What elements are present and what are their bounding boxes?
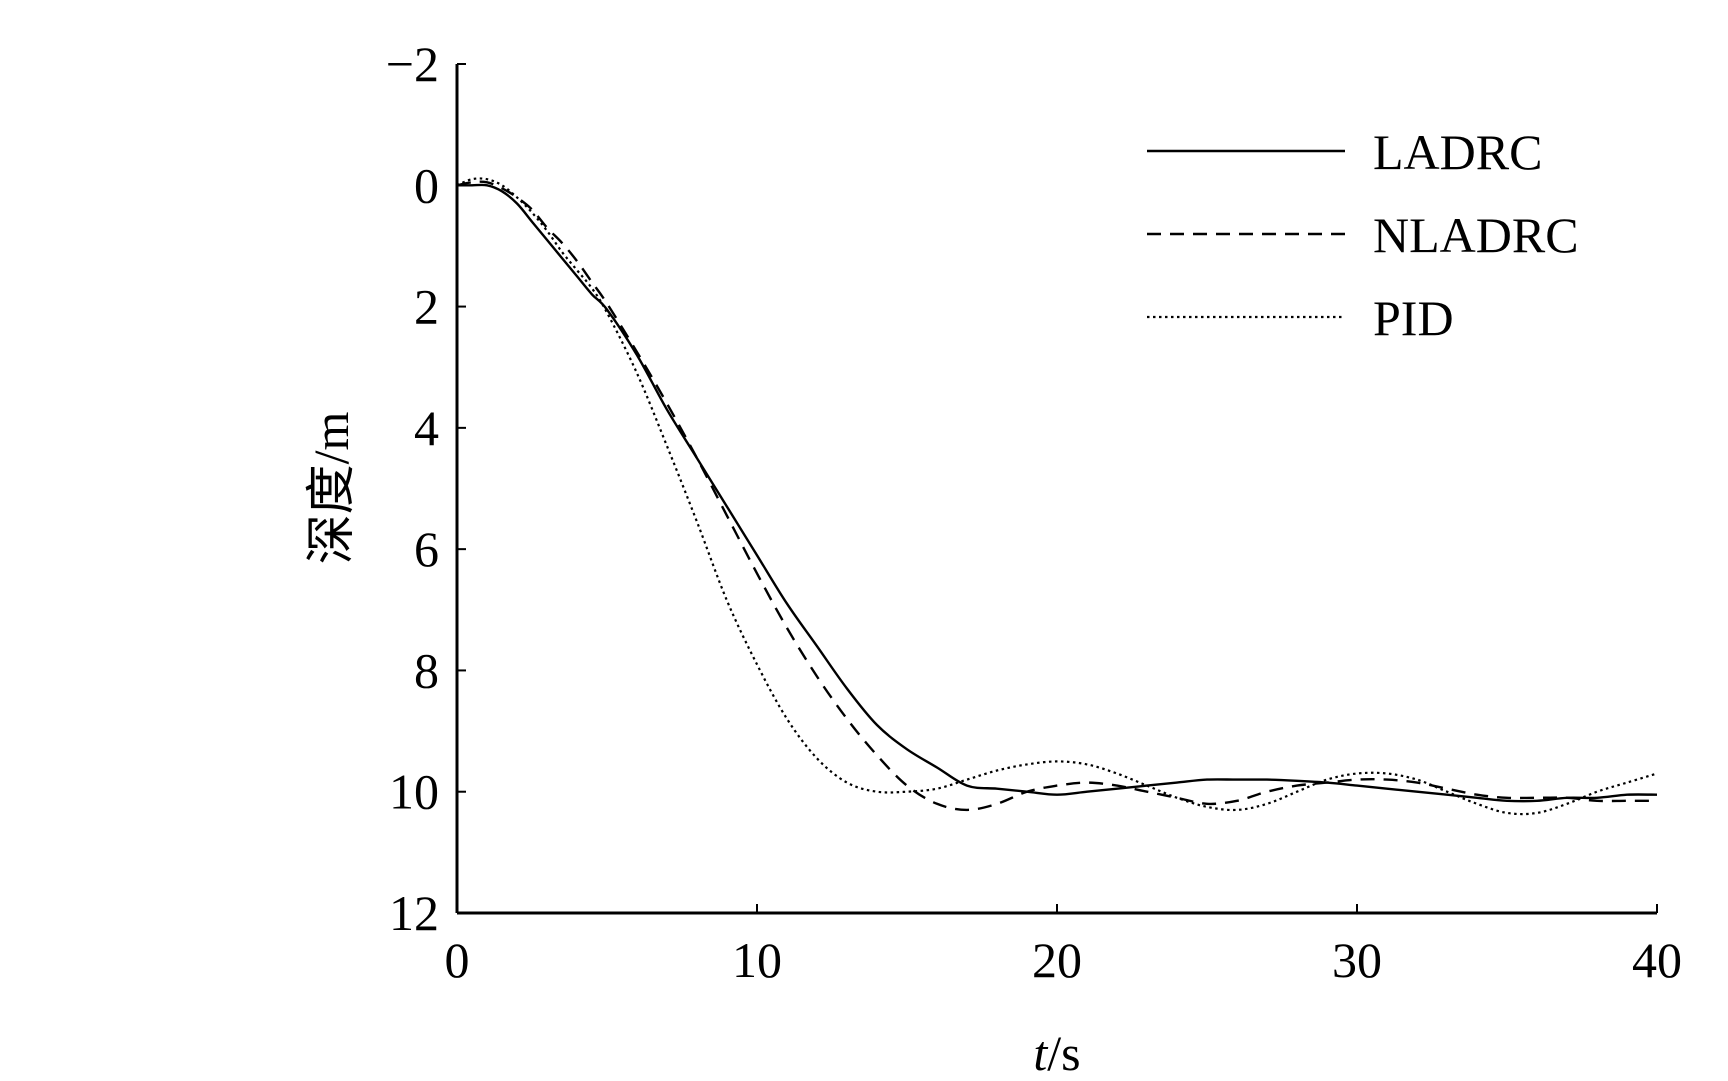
x-tick-label: 20 — [1032, 932, 1082, 988]
x-axis-title-italic: t — [1033, 1025, 1048, 1081]
legend-label-pid: PID — [1373, 290, 1454, 346]
x-axis-title-unit: /s — [1047, 1025, 1080, 1081]
y-tick-label: 4 — [414, 400, 439, 456]
legend: LADRC NLADRC PID — [1147, 124, 1579, 346]
series-line-ladrc — [457, 183, 1658, 803]
y-tick-label: 0 — [414, 157, 439, 213]
y-tick-label: 6 — [414, 521, 439, 577]
x-tick-label: 10 — [732, 932, 782, 988]
series-line-pid — [456, 177, 1658, 816]
x-axis-title: t/s — [1033, 1025, 1080, 1081]
y-tick-label: 10 — [389, 764, 439, 820]
ticks: 0 10 20 30 40 −2 0 2 4 6 8 10 12 — [386, 36, 1682, 988]
x-tick-label: 30 — [1332, 932, 1382, 988]
x-tick-label: 0 — [445, 932, 470, 988]
series-line-nladrc — [456, 180, 1657, 812]
legend-label-ladrc: LADRC — [1373, 124, 1542, 180]
y-axis-title: 深度/m — [303, 412, 359, 565]
x-tick-label: 40 — [1632, 932, 1682, 988]
y-tick-label: −2 — [386, 36, 439, 92]
y-tick-label: 2 — [414, 279, 439, 335]
legend-label-nladrc: NLADRC — [1373, 207, 1579, 263]
series-layer — [456, 177, 1658, 816]
y-tick-label: 12 — [389, 885, 439, 941]
y-tick-label: 8 — [414, 642, 439, 698]
